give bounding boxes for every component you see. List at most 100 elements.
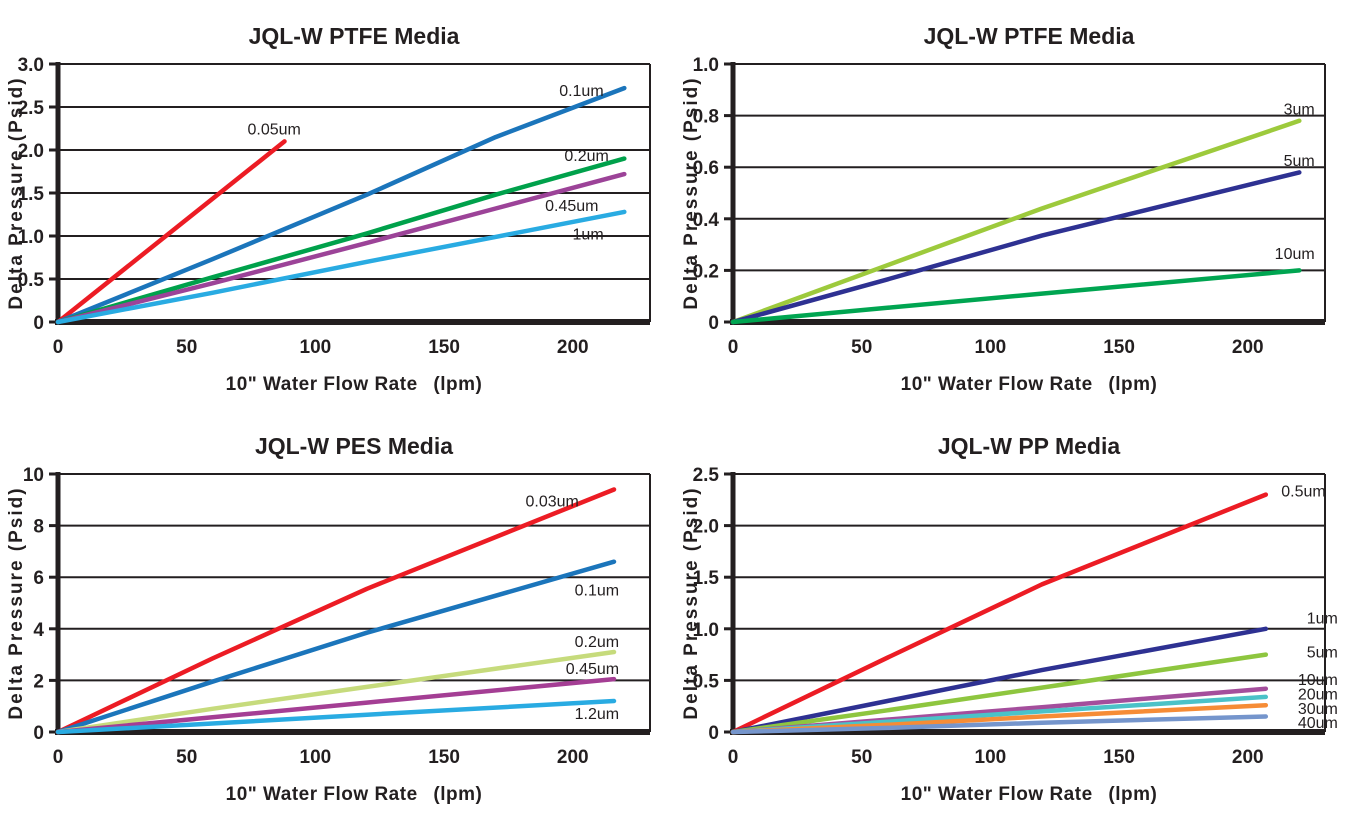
series-label-0.1um: 0.1um [575, 582, 619, 599]
series-line-0.2um [55, 649, 617, 735]
x-axis-label: 10" Water Flow Rate (lpm) [226, 374, 483, 395]
series-label-1.2um: 1.2um [575, 706, 619, 723]
series-line-1um [55, 209, 627, 325]
y-tick-label: 0.6 [693, 158, 719, 179]
y-tick-label: 1.0 [18, 227, 44, 248]
chart-svg-pp: 0 0.5 1.0 1.5 2.0 2.5 0 50 100 150 200 0.5um 1um 5um 1… [681, 433, 1338, 805]
x-tick-label: 200 [1232, 337, 1264, 358]
x-tick-label: 0 [728, 747, 739, 768]
y-tick-label: 6 [33, 568, 44, 589]
series-line-5um [730, 652, 1269, 735]
series-label-5um: 5um [1307, 645, 1338, 662]
y-tick-label: 2.0 [693, 517, 719, 538]
y-axis-label: Delta Pressure (Psid) [6, 486, 27, 719]
y-tick-label: 1.5 [693, 568, 720, 589]
x-tick-label: 200 [557, 747, 589, 768]
series-label-30um: 30um [1298, 701, 1338, 718]
y-tick-label: 2.0 [18, 141, 44, 162]
y-tick-label: 10 [23, 465, 44, 486]
series-line-0.1um [55, 85, 627, 325]
y-axis-label: Delta Pressure (Psid) [681, 486, 702, 719]
y-tick-label: 3.0 [18, 55, 44, 76]
x-axis-label: 10" Water Flow Rate (lpm) [226, 784, 483, 805]
chart-title: JQL-W PTFE Media [924, 23, 1135, 49]
x-tick-label: 0 [728, 337, 739, 358]
y-tick-label: 0 [33, 723, 44, 744]
y-tick-label: 0.4 [693, 210, 720, 231]
x-tick-label: 50 [851, 747, 872, 768]
y-tick-label: 0.8 [693, 107, 719, 128]
x-tick-label: 50 [851, 337, 872, 358]
series-label-0.45um: 0.45um [545, 198, 598, 215]
series-label-10um: 10um [1275, 246, 1315, 263]
series-line-3um [730, 118, 1302, 325]
series-line-1.2um [55, 698, 617, 735]
series-line-10um [730, 268, 1302, 325]
y-tick-label: 0.5 [18, 270, 45, 291]
x-tick-label: 150 [1103, 337, 1135, 358]
x-axis-label: 10" Water Flow Rate (lpm) [901, 374, 1158, 395]
y-tick-label: 2.5 [693, 465, 720, 486]
y-tick-label: 0.5 [693, 671, 720, 692]
x-tick-label: 150 [428, 337, 460, 358]
x-tick-label: 0 [53, 337, 64, 358]
series-line-0.03um [55, 487, 617, 735]
y-tick-label: 1.0 [693, 55, 719, 76]
y-tick-label: 1.5 [18, 184, 45, 205]
y-tick-label: 1.0 [693, 620, 719, 641]
y-tick-label: 0 [33, 313, 44, 334]
series-line-0.45um [55, 676, 617, 735]
y-tick-label: 2.5 [18, 98, 45, 119]
series-label-0.03um: 0.03um [526, 493, 579, 510]
y-tick-label: 0.2 [693, 261, 719, 282]
series-label-20um: 20um [1298, 686, 1338, 703]
series-label-0.1um: 0.1um [559, 83, 603, 100]
series-label-0.2um: 0.2um [575, 634, 619, 651]
chart-pp-media: 0 0.5 1.0 1.5 2.0 2.5 0 50 100 150 200 0.5um 1um 5um 1… [675, 410, 1350, 820]
y-tick-label: 0 [708, 313, 719, 334]
y-axis-label: Delta Pressure (Psid) [6, 76, 27, 309]
chart-ptfe-media-coarse-grades: 0 0.2 0.4 0.6 0.8 1.0 0 50 100 150 200 3um 5um 10um JQ… [675, 0, 1350, 410]
series-label-0.2um: 0.2um [564, 148, 608, 165]
series-label-0.5um: 0.5um [1281, 484, 1325, 501]
chart-pes-media: 0 2 4 6 8 10 0 50 100 150 200 0.03um 0.1um 0.2um 0.45u… [0, 410, 675, 820]
chart-svg-ptfe-fine: 0 0.5 1.0 1.5 2.0 2.5 3.0 0 50 100 150 200 0.05um 0.1… [6, 23, 651, 395]
series-line-1um [730, 626, 1269, 735]
series-label-1um: 1um [1307, 611, 1338, 628]
series-line-0.45um [55, 171, 627, 325]
series-label-0.05um: 0.05um [248, 122, 301, 139]
x-tick-label: 0 [53, 747, 64, 768]
series-line-0.2um [55, 156, 627, 325]
x-tick-label: 50 [176, 337, 197, 358]
x-tick-label: 100 [975, 747, 1007, 768]
y-axis-label: Delta Pressure (Psid) [681, 76, 702, 309]
y-tick-label: 4 [33, 620, 44, 641]
x-tick-label: 100 [975, 337, 1007, 358]
y-tick-label: 8 [33, 517, 44, 538]
series-line-40um [730, 714, 1269, 735]
chart-title: JQL-W PTFE Media [249, 23, 460, 49]
series-label-3um: 3um [1284, 101, 1315, 118]
y-tick-label: 2 [33, 671, 44, 692]
x-tick-label: 150 [428, 747, 460, 768]
x-tick-label: 150 [1103, 747, 1135, 768]
x-tick-label: 50 [176, 747, 197, 768]
series-label-10um: 10um [1298, 672, 1338, 689]
chart-title: JQL-W PP Media [938, 433, 1121, 459]
series-label-40um: 40um [1298, 715, 1338, 732]
x-tick-label: 100 [300, 747, 332, 768]
chart-svg-ptfe-coarse: 0 0.2 0.4 0.6 0.8 1.0 0 50 100 150 200 3um 5um 10um JQ… [681, 23, 1326, 395]
series-label-0.45um: 0.45um [566, 661, 619, 678]
chart-title: JQL-W PES Media [255, 433, 453, 459]
series-line-0.05um [55, 139, 287, 325]
series-label-1um: 1um [573, 226, 604, 243]
series-line-5um [730, 170, 1302, 325]
y-tick-label: 0 [708, 723, 719, 744]
series-label-5um: 5um [1284, 153, 1315, 170]
x-tick-label: 200 [1232, 747, 1264, 768]
chart-ptfe-media-fine-grades: 0 0.5 1.0 1.5 2.0 2.5 3.0 0 50 100 150 200 0.05um 0.1… [0, 0, 675, 410]
x-axis-label: 10" Water Flow Rate (lpm) [901, 784, 1158, 805]
series-line-0.1um [55, 559, 617, 735]
